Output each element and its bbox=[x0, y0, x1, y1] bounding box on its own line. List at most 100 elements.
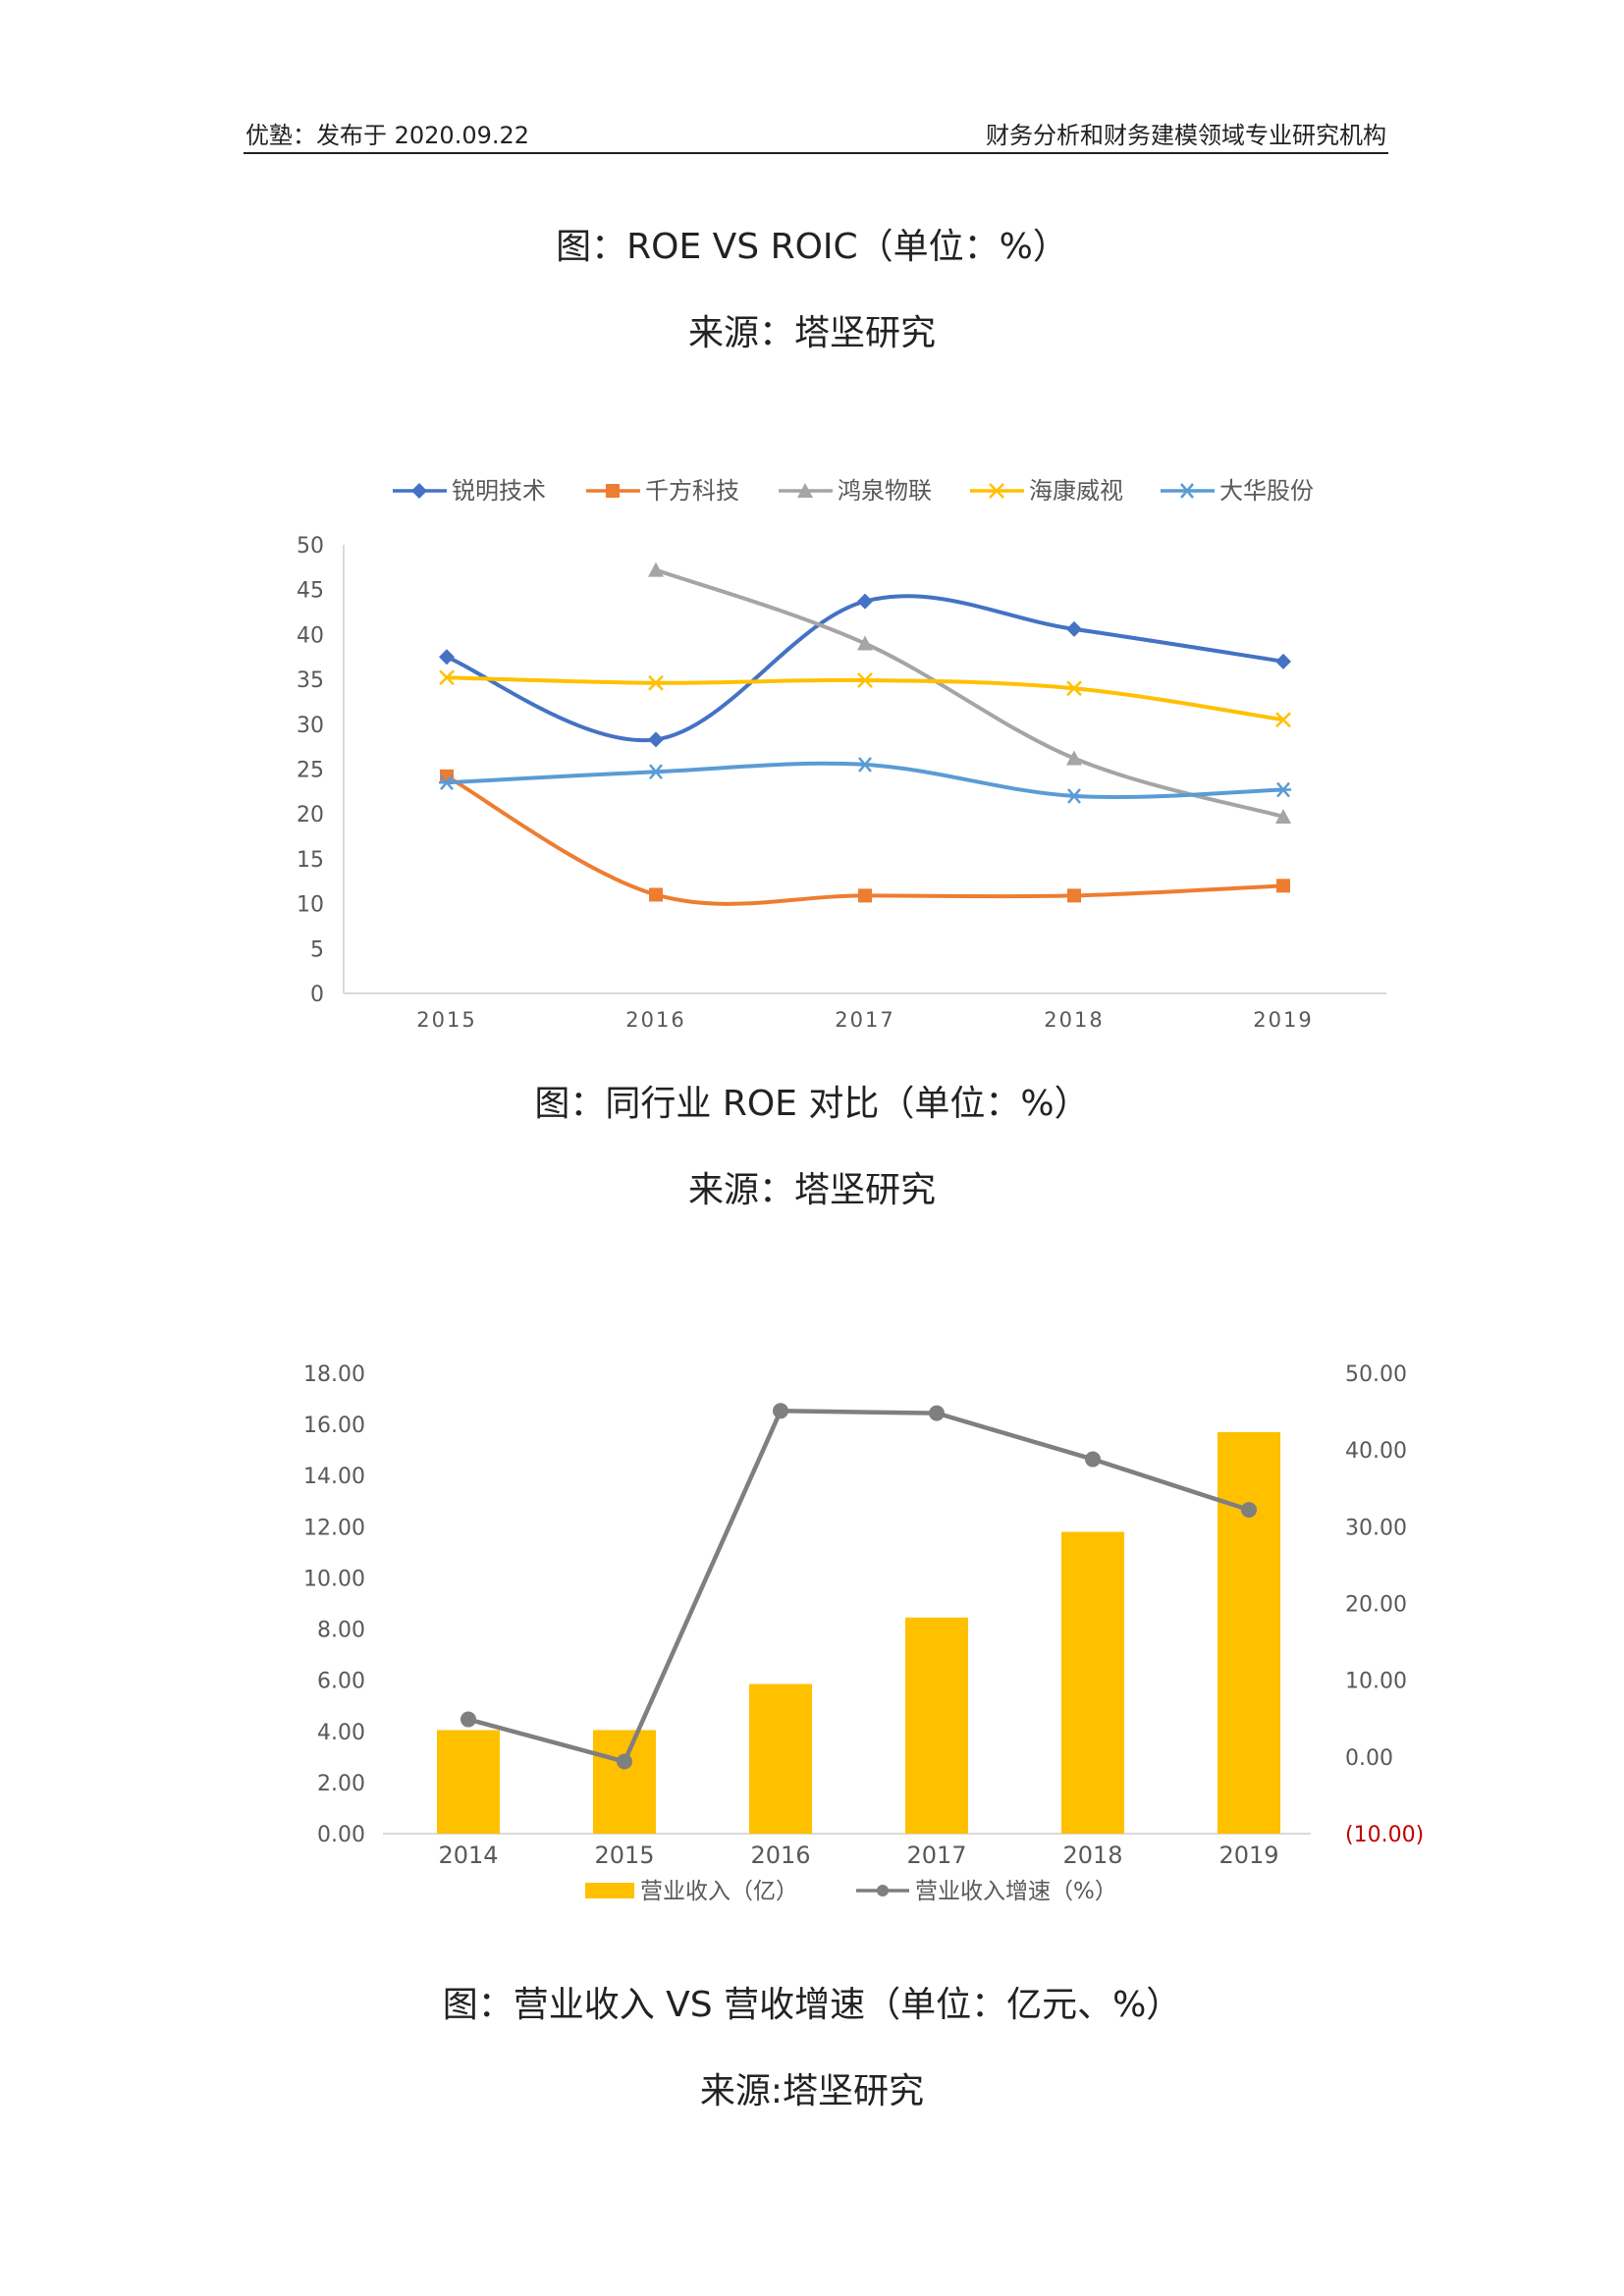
y-tick-label: 20 bbox=[297, 803, 324, 828]
revenue-bar bbox=[1061, 1531, 1124, 1834]
data-point bbox=[1067, 888, 1081, 903]
legend-marker bbox=[606, 484, 620, 498]
x-tick-label: 2014 bbox=[438, 1842, 498, 1869]
revenue-bar bbox=[593, 1730, 656, 1834]
data-point bbox=[648, 561, 664, 577]
x-tick-label: 2015 bbox=[594, 1842, 654, 1869]
legend-label: 锐明技术 bbox=[452, 477, 546, 505]
growth-point bbox=[773, 1403, 788, 1419]
data-point bbox=[1066, 680, 1082, 697]
data-point bbox=[857, 757, 873, 773]
y-tick-label: 10 bbox=[297, 893, 324, 918]
growth-line bbox=[467, 1409, 1250, 1765]
x-tick-label: 2017 bbox=[835, 1008, 894, 1032]
x-tick-label: 2018 bbox=[1044, 1008, 1104, 1032]
y-left-tick-label: 4.00 bbox=[317, 1721, 365, 1745]
series-1 bbox=[439, 593, 1291, 748]
legend-swatch bbox=[585, 1883, 634, 1898]
y-left-tick-label: 16.00 bbox=[303, 1414, 365, 1438]
legend-item: 营业收入增速（%） bbox=[856, 1879, 1117, 1904]
data-point bbox=[857, 593, 873, 610]
legend-label: 营业收入（亿） bbox=[640, 1879, 798, 1904]
growth-point bbox=[460, 1711, 476, 1728]
series-5 bbox=[439, 757, 1291, 804]
y-right-tick-label: 10.00 bbox=[1345, 1670, 1407, 1694]
y-left-tick-label: 6.00 bbox=[317, 1670, 365, 1694]
revenue-bars bbox=[437, 1431, 1280, 1834]
y-left-tick-label: 10.00 bbox=[303, 1567, 365, 1591]
legend-marker bbox=[411, 483, 427, 499]
peer-roe-line-chart: 0 5 10 15 20 25 30 35 40 45 50 2015 2016 2017 2018 2019… bbox=[297, 477, 1386, 1032]
growth-point bbox=[929, 1405, 945, 1421]
data-point bbox=[648, 674, 664, 691]
y-tick-label: 35 bbox=[297, 668, 324, 693]
figure-caption-3: 图：营业收入 VS 营收增速（单位：亿元、%） bbox=[442, 1985, 1182, 2025]
y-right-tick-label: 40.00 bbox=[1345, 1439, 1407, 1464]
legend-item: 锐明技术 bbox=[393, 477, 546, 505]
y-left-tick-label: 12.00 bbox=[303, 1516, 365, 1540]
y-left-tick-label: 0.00 bbox=[317, 1823, 365, 1847]
legend-label: 大华股份 bbox=[1219, 477, 1314, 505]
data-point bbox=[439, 649, 455, 666]
y-tick-label: 45 bbox=[297, 579, 324, 604]
data-point bbox=[1066, 788, 1082, 804]
y-tick-label: 40 bbox=[297, 623, 324, 648]
y-right-tick-label: 20.00 bbox=[1345, 1593, 1407, 1618]
header-divider bbox=[244, 152, 1388, 154]
figure-caption-1: 图：ROE VS ROIC（单位：%） bbox=[556, 227, 1068, 267]
growth-point bbox=[1085, 1451, 1101, 1468]
y-right-tick-label: (10.00) bbox=[1345, 1823, 1424, 1847]
data-point bbox=[857, 672, 873, 688]
legend-item: 大华股份 bbox=[1161, 477, 1314, 505]
data-point bbox=[1275, 712, 1291, 728]
revenue-bar bbox=[749, 1683, 812, 1834]
data-point bbox=[1275, 653, 1291, 669]
data-point bbox=[858, 888, 872, 903]
data-point bbox=[648, 731, 664, 748]
figure-source-3: 来源:塔坚研究 bbox=[699, 2071, 925, 2111]
revenue-bar bbox=[1218, 1431, 1280, 1834]
x-tick-label: 2016 bbox=[625, 1008, 685, 1032]
data-point bbox=[1276, 879, 1290, 893]
data-point bbox=[857, 635, 873, 651]
data-point bbox=[1066, 620, 1082, 637]
legend-item: 鸿泉物联 bbox=[779, 477, 932, 505]
x-tick-label: 2017 bbox=[906, 1842, 966, 1869]
x-tick-label: 2015 bbox=[416, 1008, 476, 1032]
legend-label: 海康威视 bbox=[1029, 477, 1123, 505]
figure-source-1: 来源：塔坚研究 bbox=[687, 313, 936, 353]
y-tick-label: 15 bbox=[297, 848, 324, 873]
data-point bbox=[649, 887, 663, 902]
legend-item: 千方科技 bbox=[586, 477, 739, 505]
legend-marker bbox=[1179, 483, 1195, 499]
legend-item: 海康威视 bbox=[970, 477, 1123, 505]
legend-label: 千方科技 bbox=[645, 477, 739, 505]
data-point bbox=[1275, 808, 1291, 824]
y-tick-label: 0 bbox=[310, 983, 324, 1007]
revenue-growth-combo-chart: 0.00 2.00 4.00 6.00 8.00 10.00 12.00 14.00 16.00… bbox=[303, 1362, 1424, 1904]
growth-point bbox=[1241, 1502, 1257, 1519]
series-4 bbox=[439, 669, 1291, 728]
legend-marker bbox=[989, 483, 1004, 499]
data-point bbox=[439, 669, 455, 686]
y-right-tick-label: 30.00 bbox=[1345, 1516, 1407, 1540]
legend-label: 营业收入增速（%） bbox=[915, 1879, 1117, 1904]
header-left-text: 优塾：发布于 2020.09.22 bbox=[245, 122, 530, 149]
legend-marker bbox=[877, 1885, 889, 1896]
growth-series bbox=[460, 1403, 1257, 1770]
y-left-tick-label: 2.00 bbox=[317, 1772, 365, 1796]
legend-item: 营业收入（亿） bbox=[585, 1879, 798, 1904]
x-tick-label: 2019 bbox=[1218, 1842, 1278, 1869]
header-right-text: 财务分析和财务建模领域专业研究机构 bbox=[986, 122, 1386, 149]
data-point bbox=[648, 764, 664, 780]
y-right-tick-label: 0.00 bbox=[1345, 1746, 1393, 1771]
y-tick-label: 5 bbox=[310, 937, 324, 962]
figure-caption-2: 图：同行业 ROE 对比（单位：%） bbox=[534, 1084, 1090, 1124]
legend-label: 鸿泉物联 bbox=[838, 477, 932, 505]
y-left-tick-label: 14.00 bbox=[303, 1465, 365, 1489]
revenue-bar bbox=[437, 1730, 500, 1834]
x-tick-label: 2019 bbox=[1253, 1008, 1313, 1032]
data-point bbox=[1275, 781, 1291, 798]
y-right-tick-label: 50.00 bbox=[1345, 1362, 1407, 1387]
x-tick-label: 2016 bbox=[750, 1842, 810, 1869]
